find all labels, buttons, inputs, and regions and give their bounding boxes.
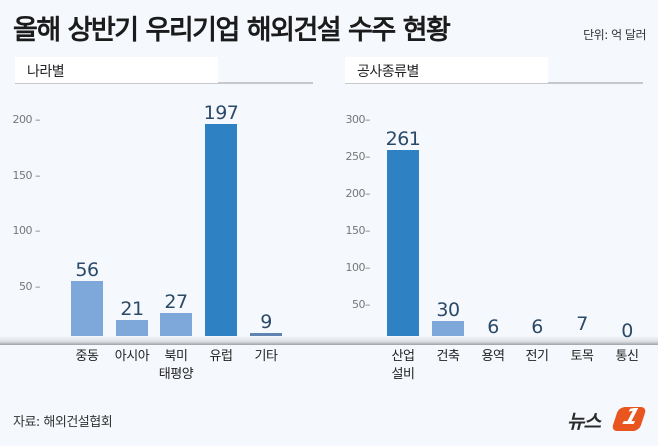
bar-middle-east (71, 281, 103, 343)
value-asia: 21 (120, 298, 144, 320)
category-construction: 건축 (436, 349, 460, 364)
right-panel-header: 공사종류별 (345, 57, 643, 84)
category-telecom: 통신 (615, 349, 639, 364)
right-tick-200: 200– (345, 187, 371, 200)
category-services: 용역 (481, 349, 505, 364)
category-civil: 토목 (570, 349, 594, 364)
chart-title: 올해 상반기 우리기업 해외건설 수주 현황 (13, 15, 451, 46)
logo-text: 뉴스 (567, 411, 601, 433)
bar-industrial-plant (387, 150, 419, 343)
bar-europe (205, 124, 237, 343)
source-label: 자료: 해외건설협회 (13, 415, 113, 430)
value-other: 9 (260, 311, 272, 333)
left-panel-header: 나라별 (15, 57, 313, 84)
right-panel-header-box (345, 57, 548, 83)
value-electrical: 6 (531, 316, 543, 338)
category-electrical: 전기 (525, 349, 549, 364)
left-tick-50: 50 – (19, 280, 41, 293)
right-tick-250: 250– (345, 150, 371, 163)
value-middle-east: 56 (75, 259, 99, 281)
value-europe: 197 (203, 102, 239, 124)
category-industrial-plant: 산업 설비 (391, 349, 415, 382)
value-industrial-plant: 261 (385, 128, 421, 150)
unit-label: 단위: 억 달러 (583, 28, 646, 42)
value-north-america-pacific: 27 (164, 291, 188, 313)
value-telecom: 0 (621, 320, 633, 342)
left-tick-100: 100 – (12, 224, 41, 237)
left-tick-150: 150 – (12, 169, 41, 182)
left-tick-200: 200 – (12, 113, 41, 126)
category-middle-east: 중동 (75, 349, 99, 364)
category-asia: 아시아 (114, 349, 150, 364)
right-tick-300: 300– (345, 113, 371, 126)
value-civil: 7 (576, 313, 588, 335)
category-europe: 유럽 (209, 349, 233, 364)
value-services: 6 (487, 316, 499, 338)
right-tick-100: 100– (345, 261, 371, 274)
news1-logo: 뉴스 1 (567, 405, 647, 435)
right-tick-150: 150– (345, 224, 371, 237)
logo-mark-icon: 1 (611, 405, 647, 431)
value-construction: 30 (436, 299, 460, 321)
category-other: 기타 (254, 349, 278, 364)
left-panel-header-box (15, 57, 218, 83)
left-panel-title: 나라별 (27, 64, 65, 80)
right-tick-50: 50– (352, 298, 371, 311)
baseline (0, 336, 658, 345)
right-panel-title: 공사종류별 (357, 64, 419, 80)
category-north-america-pacific: 북미 태평양 (158, 349, 194, 382)
